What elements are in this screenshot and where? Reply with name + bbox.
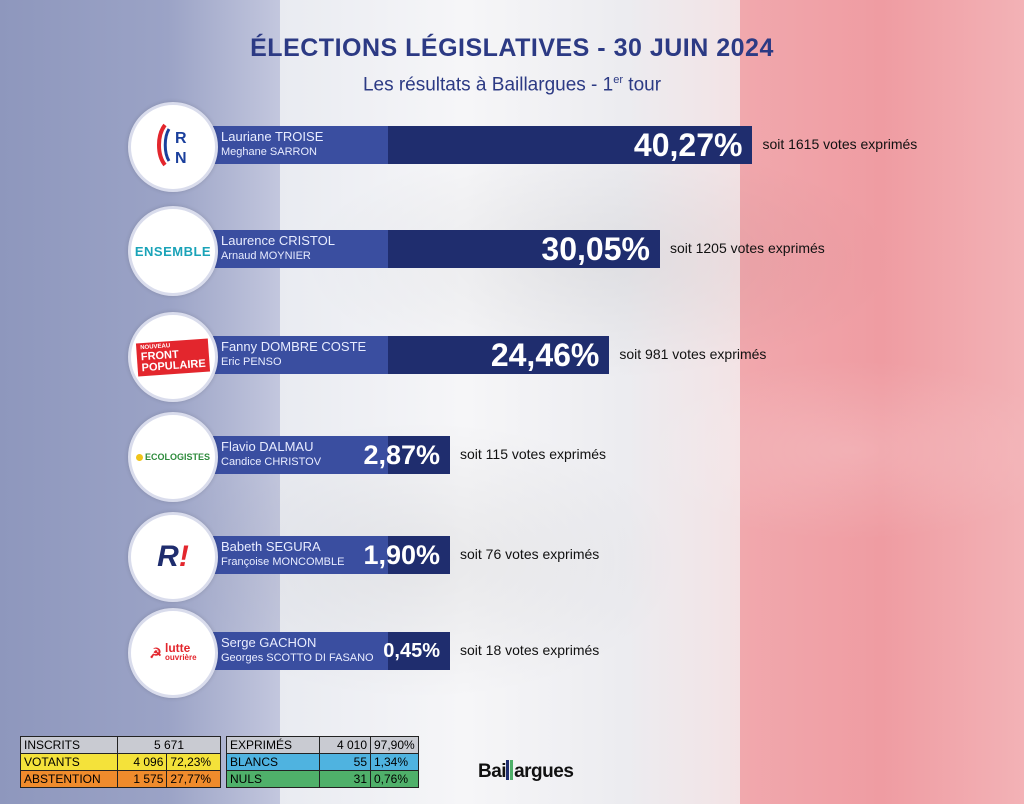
result-bar: 1,90% <box>363 536 450 574</box>
candidate-name: Fanny DOMBRE COSTE <box>221 339 367 354</box>
party-logo-3: ECOLOGISTES <box>128 412 218 502</box>
votes-label: soit 1205 votes exprimés <box>669 240 825 256</box>
hammer-sickle-icon: ☭ <box>149 644 162 661</box>
result-bar: 30,05% <box>388 230 660 268</box>
party-logo-2: NOUVEAU FRONT POPULAIRE <box>128 312 218 402</box>
lo-logo-line2: ouvrière <box>164 653 197 662</box>
page-subtitle: Les résultats à Baillargues - 1er tour <box>0 74 1024 96</box>
table-row: VOTANTS 4 096 72,23% <box>20 753 221 771</box>
blancs-label: BLANCS <box>226 753 320 771</box>
svg-text:R: R <box>175 130 187 147</box>
substitute-name: Candice CHRISTOV <box>221 456 322 468</box>
votants-value: 4 096 <box>116 753 168 771</box>
lo-logo-line1: lutte <box>164 641 191 655</box>
votes-label: soit 76 votes exprimés <box>460 546 600 562</box>
flag-red-band <box>740 0 1024 804</box>
ballots-table: EXPRIMÉS 4 010 97,90% BLANCS 55 1,34% NU… <box>226 736 419 788</box>
substitute-name: Eric PENSO <box>221 356 282 368</box>
abstention-pct: 27,77% <box>166 770 221 788</box>
votes-label: soit 981 votes exprimés <box>619 346 767 362</box>
candidate-names: Flavio DALMAU Candice CHRISTOV <box>203 436 388 474</box>
nuls-pct: 0,76% <box>370 770 419 788</box>
nuls-label: NULS <box>226 770 320 788</box>
r-exclamation-logo-icon: R! <box>157 540 189 574</box>
blancs-value: 55 <box>319 753 371 771</box>
abstention-label: ABSTENTION <box>20 770 118 788</box>
percentage-label: 24,46% <box>490 336 600 373</box>
party-logo-4: R! <box>128 512 218 602</box>
substitute-name: Meghane SARRON <box>221 146 317 158</box>
r-letter: R <box>157 540 179 573</box>
votants-pct: 72,23% <box>166 753 221 771</box>
subtitle-end: tour <box>623 74 662 96</box>
table-row: BLANCS 55 1,34% <box>226 753 419 771</box>
front-populaire-logo-icon: NOUVEAU FRONT POPULAIRE <box>135 338 211 376</box>
table-row: INSCRITS 5 671 <box>20 736 221 754</box>
candidate-names: Fanny DOMBRE COSTE Eric PENSO <box>203 336 388 374</box>
result-bar: 2,87% <box>363 436 450 474</box>
ecologistes-logo-text: ECOLOGISTES <box>144 452 210 462</box>
exprimes-value: 4 010 <box>319 736 371 754</box>
blancs-pct: 1,34% <box>370 753 419 771</box>
subtitle-text: Les résultats à Baillargues - 1 <box>362 74 614 96</box>
candidate-name: Lauriane TROISE <box>221 129 324 144</box>
party-logo-1: ENSEMBLE <box>128 206 218 296</box>
result-bar: 24,46% <box>388 336 610 374</box>
votes-label: soit 1615 votes exprimés <box>762 136 918 152</box>
candidate-name: Serge GACHON <box>221 635 317 650</box>
inscrits-label: INSCRITS <box>20 736 118 754</box>
candidate-name: Babeth SEGURA <box>221 539 321 554</box>
percentage-label: 0,45% <box>383 639 440 662</box>
percentage-label: 40,27% <box>633 126 743 163</box>
party-logo-5: ☭ lutte ouvrière <box>128 608 218 698</box>
brand-text-1: Bai <box>478 761 507 782</box>
substitute-name: Georges SCOTTO DI FASANO <box>221 652 374 664</box>
page-title: ÉLECTIONS LÉGISLATIVES - 30 JUIN 2024 <box>250 34 774 62</box>
table-row: EXPRIMÉS 4 010 97,90% <box>226 736 419 754</box>
inscrits-value: 5 671 <box>117 736 221 754</box>
abstention-value: 1 575 <box>116 770 168 788</box>
leaf-icon <box>135 453 143 461</box>
exclamation-mark: ! <box>178 540 189 573</box>
candidate-name: Flavio DALMAU <box>221 439 314 454</box>
subtitle-superscript: er <box>613 74 624 86</box>
fp-logo-line2: POPULAIRE <box>141 357 207 374</box>
substitute-name: Françoise MONCOMBLE <box>221 556 345 568</box>
exprimes-pct: 97,90% <box>370 736 419 754</box>
candidate-names: Laurence CRISTOL Arnaud MOYNIER <box>203 230 388 268</box>
result-bar: 0,45% <box>383 632 450 670</box>
percentage-label: 2,87% <box>363 439 440 470</box>
result-bar: 40,27% <box>388 126 753 164</box>
candidate-name: Laurence CRISTOL <box>221 233 335 248</box>
votes-label: soit 115 votes exprimés <box>460 446 607 462</box>
nuls-value: 31 <box>319 770 371 788</box>
baillargues-logo: Bai argues <box>478 760 574 783</box>
percentage-label: 1,90% <box>363 539 440 570</box>
ensemble-logo-icon: ENSEMBLE <box>134 243 212 259</box>
table-row: ABSTENTION 1 575 27,77% <box>20 770 221 788</box>
candidate-names: Lauriane TROISE Meghane SARRON <box>203 126 388 164</box>
votes-label: soit 18 votes exprimés <box>460 642 600 658</box>
lutte-ouvriere-logo-icon: ☭ lutte ouvrière <box>149 641 197 663</box>
votants-label: VOTANTS <box>20 753 118 771</box>
percentage-label: 30,05% <box>541 230 650 267</box>
lo-logo-text: lutte ouvrière <box>164 641 197 663</box>
substitute-name: Arnaud MOYNIER <box>221 250 311 262</box>
candidate-names: Babeth SEGURA Françoise MONCOMBLE <box>203 536 388 574</box>
table-row: NULS 31 0,76% <box>226 770 419 788</box>
brand-text-2: argues <box>514 761 574 782</box>
turnout-table: INSCRITS 5 671 VOTANTS 4 096 72,23% ABST… <box>20 736 221 788</box>
svg-text:N: N <box>175 150 187 167</box>
brand-bars-icon <box>506 760 514 780</box>
exprimes-label: EXPRIMÉS <box>226 736 320 754</box>
candidate-names: Serge GACHON Georges SCOTTO DI FASANO <box>203 632 388 670</box>
ecologistes-logo-icon: ECOLOGISTES <box>135 452 210 462</box>
